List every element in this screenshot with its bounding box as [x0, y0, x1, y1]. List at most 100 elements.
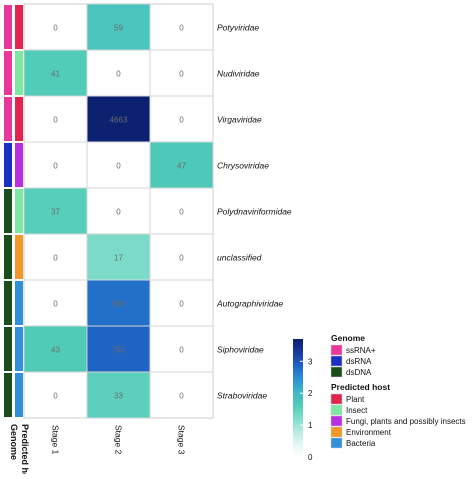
cell-value-label: 0: [53, 300, 58, 309]
cell-value-label: 0: [53, 162, 58, 171]
cell-value-label: 0: [179, 346, 184, 355]
annotation-cell-host: [15, 281, 23, 325]
column-label: Stage 2: [114, 425, 124, 455]
cell-value-label: 4663: [110, 116, 128, 125]
legend-item-label: Environment: [346, 428, 392, 437]
column-label: Stage 3: [177, 425, 187, 455]
heatmap-cell: [23, 279, 88, 327]
legend-swatch: [330, 393, 343, 405]
cell-value-label: 0: [179, 70, 184, 79]
cell-value-label: 0: [179, 24, 184, 33]
annotation-cell-host: [15, 97, 23, 141]
row-label: unclassified: [217, 253, 262, 263]
legend-title: Predicted host: [331, 382, 390, 392]
row-label: Virgaviridae: [217, 115, 262, 125]
heatmap-cell: [86, 325, 151, 373]
annotation-cell-genome: [4, 281, 12, 325]
cell-value-label: 0: [179, 254, 184, 263]
legend-swatch: [330, 366, 343, 378]
heatmap-cell: [23, 141, 88, 189]
heatmap-cell: [23, 371, 88, 419]
cell-value-label: 0: [179, 116, 184, 125]
heatmap-cell: [23, 325, 88, 373]
legend-swatch: [330, 344, 343, 356]
row-label: Chrysoviridae: [217, 161, 269, 171]
colorbar-tick-label: 0: [308, 453, 313, 462]
colorbar-tick-label: 1: [308, 421, 313, 430]
legend-swatch: [330, 415, 343, 427]
cell-value-label: 0: [179, 300, 184, 309]
annotation-cell-host: [15, 189, 23, 233]
annotation-cell-host: [15, 51, 23, 95]
cell-value-label: 0: [53, 116, 58, 125]
cell-value-label: 0: [179, 208, 184, 217]
cell-value-label: 47: [177, 162, 186, 171]
colorbar-tick-label: 2: [308, 389, 313, 398]
heatmap-cell: [86, 3, 151, 51]
cell-value-label: 0: [53, 254, 58, 263]
row-label: Siphoviridae: [217, 345, 264, 355]
legend-item-label: dsRNA: [346, 357, 372, 366]
cell-value-label: 17: [114, 254, 123, 263]
annotation-cell-host: [15, 143, 23, 187]
annotation-cell-genome: [4, 235, 12, 279]
legend-title: Genome: [331, 333, 365, 343]
legend-item-label: ssRNA+: [346, 346, 376, 355]
cell-value-label: 33: [114, 392, 123, 401]
cell-value-label: 41: [51, 70, 60, 79]
annotation-cell-genome: [4, 327, 12, 371]
annotation-cell-genome: [4, 143, 12, 187]
cell-value-label: 59: [114, 24, 123, 33]
legend-item-label: Bacteria: [346, 439, 376, 448]
legend-swatch: [330, 437, 343, 449]
annotation-cell-genome: [4, 51, 12, 95]
cell-value-label: 0: [116, 208, 121, 217]
heatmap-cell: [86, 187, 151, 235]
colorbar: [293, 339, 303, 457]
annotation-track-label: Genome: [9, 424, 19, 460]
legend-item-label: Insect: [346, 406, 368, 415]
annotation-cell-genome: [4, 373, 12, 417]
cell-value-label: 0: [53, 392, 58, 401]
row-label: Autographiviridae: [216, 299, 283, 309]
heatmap-cell: [86, 279, 151, 327]
annotation-cell-genome: [4, 97, 12, 141]
heatmap-cell: [149, 141, 214, 189]
column-label: Stage 1: [51, 425, 61, 455]
heatmap-border: [23, 3, 214, 419]
cell-value-label: 0: [53, 24, 58, 33]
legend-swatch: [330, 404, 343, 416]
legend-item-label: dsDNA: [346, 368, 372, 377]
cell-value-label: 0: [179, 392, 184, 401]
cell-value-label: 569: [112, 300, 126, 309]
colorbar-tick-label: 3: [308, 357, 313, 366]
row-label: Straboviridae: [217, 391, 267, 401]
heatmap-cell: [149, 233, 214, 281]
legend-swatch: [330, 426, 343, 438]
heatmap-cell: [149, 279, 214, 327]
row-label: Polydnaviriformidae: [217, 207, 292, 217]
legend-item-label: Plant: [346, 395, 365, 404]
annotation-cell-genome: [4, 5, 12, 49]
heatmap-cell: [86, 95, 151, 143]
annotation-cell-host: [15, 235, 23, 279]
legend-swatch: [330, 355, 343, 367]
cell-value-label: 0: [116, 70, 121, 79]
cell-value-label: 755: [112, 346, 126, 355]
annotation-cell-host: [15, 373, 23, 417]
cell-value-label: 43: [51, 346, 60, 355]
heatmap-cell: [23, 3, 88, 51]
legend-item-label: Fungi, plants and possibly insects: [346, 417, 466, 426]
annotation-cell-host: [15, 5, 23, 49]
row-label: Potyviridae: [217, 23, 259, 33]
row-label: Nudiviridae: [217, 69, 260, 79]
heatmap-cell: [149, 371, 214, 419]
cell-value-label: 0: [116, 162, 121, 171]
annotation-cell-genome: [4, 189, 12, 233]
annotation-cell-host: [15, 327, 23, 371]
annotation-track-label: Predicted host: [20, 424, 30, 474]
heatmap-cell: [149, 49, 214, 97]
cell-value-label: 37: [51, 208, 60, 217]
